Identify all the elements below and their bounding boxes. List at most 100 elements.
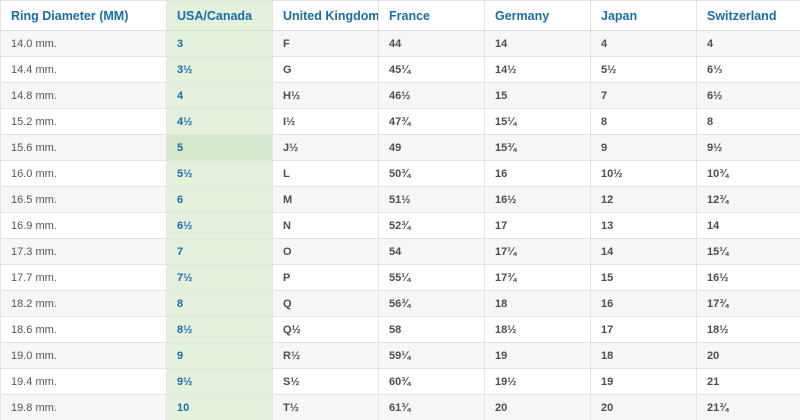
cell-size-value: 51½ bbox=[378, 186, 485, 213]
cell-size-value: 12 bbox=[590, 186, 697, 213]
cell-size-value: 8½ bbox=[166, 316, 273, 343]
cell-size-value: 16 bbox=[484, 160, 591, 187]
cell-size-value: 14 bbox=[484, 30, 591, 57]
cell-size-value: G bbox=[272, 56, 379, 83]
cell-size-value: I½ bbox=[272, 108, 379, 135]
cell-size-value: 3½ bbox=[166, 56, 273, 83]
column-header-3: France bbox=[378, 0, 485, 31]
column-header-2: United Kingdom bbox=[272, 0, 379, 31]
cell-size-value: L bbox=[272, 160, 379, 187]
cell-size-value: 10¾ bbox=[696, 160, 800, 187]
cell-size-value: 16½ bbox=[696, 264, 800, 291]
cell-size-value: 18½ bbox=[696, 316, 800, 343]
header-row: Ring Diameter (MM) USA/Canada United Kingd… bbox=[0, 0, 800, 31]
cell-ring-diameter: 19.0 mm. bbox=[0, 342, 167, 369]
cell-size-value: T½ bbox=[272, 394, 379, 420]
cell-ring-diameter: 18.6 mm. bbox=[0, 316, 167, 343]
cell-size-value: 45¼ bbox=[378, 56, 485, 83]
table-row: 16.9 mm. 6½ N 52¾ 17 13 14 bbox=[0, 212, 800, 239]
cell-size-value: 6 bbox=[166, 186, 273, 213]
cell-size-value: 6½ bbox=[166, 212, 273, 239]
cell-ring-diameter: 18.2 mm. bbox=[0, 290, 167, 317]
cell-size-value: 12¾ bbox=[696, 186, 800, 213]
cell-size-value: 50¾ bbox=[378, 160, 485, 187]
cell-size-value: 52¾ bbox=[378, 212, 485, 239]
cell-size-value: Q bbox=[272, 290, 379, 317]
cell-size-value: 17¼ bbox=[484, 238, 591, 265]
cell-size-value: 17¾ bbox=[696, 290, 800, 317]
cell-size-value: 56¾ bbox=[378, 290, 485, 317]
cell-ring-diameter: 15.6 mm. bbox=[0, 134, 167, 161]
cell-size-value: 20 bbox=[484, 394, 591, 420]
table-header: Ring Diameter (MM) USA/Canada United Kingd… bbox=[0, 0, 800, 31]
table-row: 19.8 mm. 10 T½ 61¾ 20 20 21¾ bbox=[0, 394, 800, 420]
cell-size-value: 20 bbox=[696, 342, 800, 369]
table-row: 19.0 mm. 9 R½ 59¼ 19 18 20 bbox=[0, 342, 800, 369]
cell-size-value: 16½ bbox=[484, 186, 591, 213]
cell-size-value: 59¼ bbox=[378, 342, 485, 369]
cell-size-value: 17¾ bbox=[484, 264, 591, 291]
cell-ring-diameter: 16.0 mm. bbox=[0, 160, 167, 187]
cell-size-value: 9 bbox=[590, 134, 697, 161]
cell-size-value: 54 bbox=[378, 238, 485, 265]
cell-size-value: J½ bbox=[272, 134, 379, 161]
cell-size-value: 49 bbox=[378, 134, 485, 161]
cell-size-value: 14½ bbox=[484, 56, 591, 83]
cell-size-value: 5 bbox=[166, 134, 273, 161]
cell-size-value: 17 bbox=[590, 316, 697, 343]
cell-size-value: 15¼ bbox=[484, 108, 591, 135]
cell-size-value: 19 bbox=[590, 368, 697, 395]
cell-size-value: 18 bbox=[590, 342, 697, 369]
table-row: 15.2 mm. 4½ I½ 47¾ 15¼ 8 8 bbox=[0, 108, 800, 135]
column-header-1: USA/Canada bbox=[166, 0, 273, 31]
cell-size-value: 18 bbox=[484, 290, 591, 317]
cell-size-value: N bbox=[272, 212, 379, 239]
cell-size-value: 7 bbox=[590, 82, 697, 109]
cell-ring-diameter: 19.4 mm. bbox=[0, 368, 167, 395]
cell-size-value: 7 bbox=[166, 238, 273, 265]
cell-size-value: 7½ bbox=[166, 264, 273, 291]
cell-size-value: 19½ bbox=[484, 368, 591, 395]
cell-ring-diameter: 15.2 mm. bbox=[0, 108, 167, 135]
cell-size-value: 58 bbox=[378, 316, 485, 343]
cell-size-value: 60¾ bbox=[378, 368, 485, 395]
cell-size-value: 17 bbox=[484, 212, 591, 239]
column-header-4: Germany bbox=[484, 0, 591, 31]
table-row: 18.2 mm. 8 Q 56¾ 18 16 17¾ bbox=[0, 290, 800, 317]
cell-size-value: 8 bbox=[166, 290, 273, 317]
cell-size-value: 55¼ bbox=[378, 264, 485, 291]
cell-size-value: 4 bbox=[166, 82, 273, 109]
cell-size-value: 8 bbox=[696, 108, 800, 135]
cell-size-value: 46½ bbox=[378, 82, 485, 109]
table-body: 14.0 mm. 3 F 44 14 4 4 14.4 mm. 3½ G 45¼ 14½ 5½ 6⅓ 14.… bbox=[0, 30, 800, 420]
cell-size-value: 47¾ bbox=[378, 108, 485, 135]
cell-size-value: 14 bbox=[696, 212, 800, 239]
cell-size-value: 15¾ bbox=[484, 134, 591, 161]
cell-size-value: 6⅓ bbox=[696, 56, 800, 83]
cell-size-value: 44 bbox=[378, 30, 485, 57]
cell-size-value: 5½ bbox=[590, 56, 697, 83]
cell-size-value: M bbox=[272, 186, 379, 213]
cell-size-value: 14 bbox=[590, 238, 697, 265]
column-header-5: Japan bbox=[590, 0, 697, 31]
table-row: 16.0 mm. 5½ L 50¾ 16 10½ 10¾ bbox=[0, 160, 800, 187]
cell-size-value: 18½ bbox=[484, 316, 591, 343]
cell-ring-diameter: 14.8 mm. bbox=[0, 82, 167, 109]
cell-ring-diameter: 19.8 mm. bbox=[0, 394, 167, 420]
cell-size-value: 9½ bbox=[166, 368, 273, 395]
table-row: 14.4 mm. 3½ G 45¼ 14½ 5½ 6⅓ bbox=[0, 56, 800, 83]
cell-ring-diameter: 16.5 mm. bbox=[0, 186, 167, 213]
cell-size-value: Q½ bbox=[272, 316, 379, 343]
cell-ring-diameter: 17.3 mm. bbox=[0, 238, 167, 265]
cell-size-value: 4 bbox=[590, 30, 697, 57]
table-row: 16.5 mm. 6 M 51½ 16½ 12 12¾ bbox=[0, 186, 800, 213]
cell-size-value: 20 bbox=[590, 394, 697, 420]
cell-size-value: 8 bbox=[590, 108, 697, 135]
cell-size-value: 10 bbox=[166, 394, 273, 420]
cell-size-value: 13 bbox=[590, 212, 697, 239]
cell-size-value: O bbox=[272, 238, 379, 265]
table-row: 14.8 mm. 4 H½ 46½ 15 7 6½ bbox=[0, 82, 800, 109]
cell-size-value: 19 bbox=[484, 342, 591, 369]
